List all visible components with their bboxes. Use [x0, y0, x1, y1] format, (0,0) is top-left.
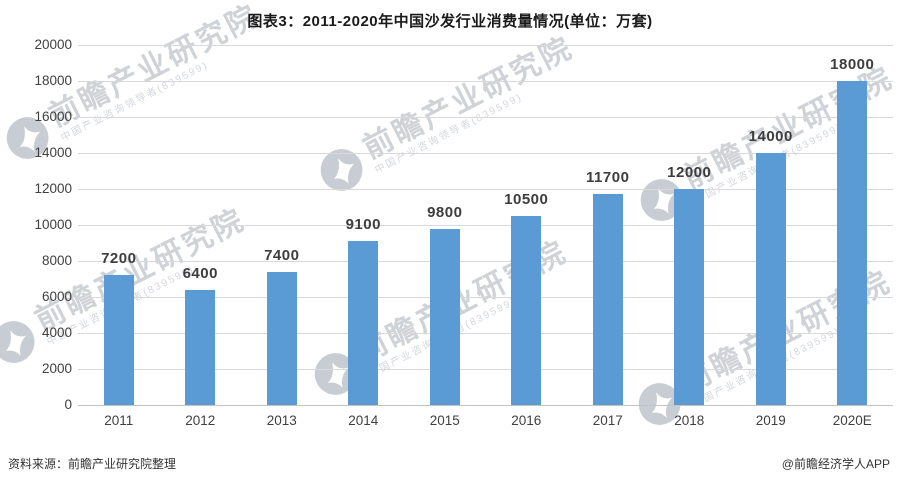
x-axis-tick-label: 2013 [266, 413, 297, 428]
bar-2017 [592, 194, 623, 405]
bar-value-label: 12000 [667, 164, 712, 181]
bar-value-label: 14000 [748, 128, 793, 145]
x-axis-tick-label: 2015 [429, 413, 460, 428]
gridline [78, 152, 893, 154]
y-axis-tick-label: 2000 [41, 361, 72, 376]
y-axis-tick-label: 0 [64, 397, 72, 412]
bar-value-label: 11700 [586, 169, 630, 187]
bar-2013 [266, 271, 297, 405]
bar-2016 [511, 216, 542, 405]
x-axis-tick-label: 2018 [674, 413, 705, 428]
gridline [78, 260, 893, 262]
y-axis-tick-label: 4000 [41, 325, 72, 340]
gridline [78, 296, 893, 298]
x-axis-tick-label: 2012 [185, 413, 216, 428]
y-axis-tick-label: 6000 [41, 289, 72, 304]
bar-value-label: 9100 [345, 216, 381, 234]
source-note: 资料来源：前瞻产业研究院整理 [8, 457, 177, 471]
bar-value-label: 18000 [830, 56, 875, 73]
bar-2012 [185, 289, 216, 405]
x-axis-tick-label: 2014 [348, 413, 379, 428]
bar-value-label: 7400 [264, 246, 300, 264]
y-axis-tick-label: 14000 [34, 145, 72, 160]
gridline [78, 368, 893, 370]
y-axis-tick-label: 18000 [34, 73, 72, 88]
gridline [78, 80, 893, 82]
bar-2020E [837, 81, 868, 405]
x-axis-tick-label: 2017 [592, 413, 623, 428]
y-axis-tick-label: 12000 [34, 181, 72, 196]
x-axis-tick-label: 2016 [511, 413, 542, 428]
bar-2014 [348, 241, 379, 405]
x-axis-tick-label: 2019 [755, 413, 786, 428]
gridline [78, 44, 893, 46]
plot-area: 7200 6400 7400 9100 9800 10500 11700 12000 14000… [78, 44, 893, 406]
bar-2015 [429, 228, 460, 405]
y-axis-tick-label: 10000 [34, 217, 72, 232]
gridline [78, 224, 893, 226]
gridline [78, 188, 893, 190]
x-axis-tick-label: 2020E [832, 413, 872, 428]
bar-value-label: 6400 [182, 264, 218, 282]
y-axis-tick-label: 8000 [41, 253, 72, 268]
bar-2019 [755, 153, 786, 405]
bar-value-label: 9800 [427, 203, 463, 221]
bar-2011 [103, 275, 134, 405]
y-axis-tick-label: 16000 [34, 109, 72, 124]
bar-value-label: 10500 [504, 191, 549, 208]
credit-note: @前瞻经济学人APP [781, 457, 890, 471]
chart-title: 图表3：2011-2020年中国沙发行业消费量情况(单位：万套) [247, 13, 653, 30]
gridline [78, 116, 893, 118]
x-axis-tick-label: 2011 [104, 413, 134, 428]
gridline [78, 404, 893, 406]
gridline [78, 332, 893, 334]
y-axis-tick-label: 20000 [34, 37, 72, 52]
bar-2018 [674, 189, 705, 405]
bar-value-label: 7200 [101, 250, 137, 268]
